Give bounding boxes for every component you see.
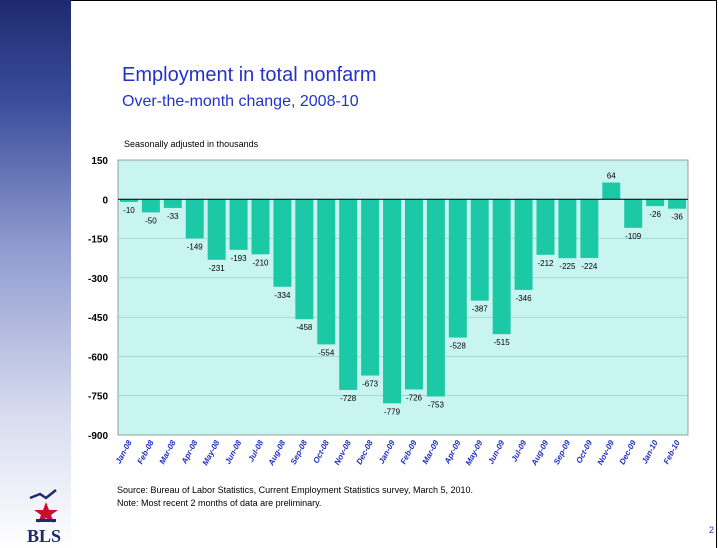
x-tick-label: Dec-09 <box>618 438 639 466</box>
y-tick-label: 150 <box>91 156 108 167</box>
data-label: -149 <box>187 242 204 251</box>
data-label: -231 <box>209 264 226 273</box>
data-label: -210 <box>252 258 269 267</box>
data-label: -753 <box>428 401 445 410</box>
x-tick-label: Oct-09 <box>574 438 594 465</box>
bar <box>339 199 358 390</box>
data-label: -528 <box>450 342 467 351</box>
data-label: -10 <box>123 206 135 215</box>
bar <box>492 199 511 335</box>
data-label: 64 <box>607 172 616 181</box>
x-tick-label: Dec-08 <box>355 438 376 466</box>
data-label: -728 <box>340 394 357 403</box>
y-tick-label: -900 <box>88 431 108 442</box>
data-label: -387 <box>472 305 489 314</box>
data-label: -109 <box>625 232 642 241</box>
data-label: -779 <box>384 407 401 416</box>
x-tick-label: Feb-08 <box>136 438 156 465</box>
bar <box>404 199 423 390</box>
bar <box>207 199 226 260</box>
x-tick-label: May-09 <box>464 438 485 467</box>
left-decorative-band <box>0 0 71 548</box>
data-label: -193 <box>231 254 248 263</box>
bar <box>317 199 336 345</box>
bar <box>580 199 599 258</box>
data-label: -346 <box>516 294 533 303</box>
x-tick-label: Jul-08 <box>246 438 265 463</box>
bar <box>624 199 643 228</box>
bar <box>426 199 445 397</box>
data-label: -554 <box>318 348 335 357</box>
bar <box>668 199 687 209</box>
y-tick-label: -300 <box>88 274 108 285</box>
data-label: -36 <box>671 213 683 222</box>
bar <box>646 199 665 207</box>
x-tick-label: Sep-08 <box>289 438 310 466</box>
data-label: -458 <box>296 323 313 332</box>
x-tick-label: Jan-08 <box>114 438 134 465</box>
bar <box>229 199 248 250</box>
x-tick-label: Nov-09 <box>596 438 617 466</box>
chart-subtitle: Over-the-month change, 2008-10 <box>122 93 359 110</box>
bar <box>383 199 402 404</box>
data-label: -726 <box>406 393 423 402</box>
x-tick-label: Apr-08 <box>179 438 200 466</box>
page-number: 2 <box>709 525 715 535</box>
data-label: -33 <box>167 212 179 221</box>
bar <box>361 199 380 376</box>
bar <box>251 199 270 255</box>
data-label: -224 <box>581 262 598 271</box>
y-tick-label: -450 <box>88 313 108 324</box>
y-tick-label: -750 <box>88 392 108 403</box>
bar <box>185 199 204 239</box>
bar <box>470 199 489 301</box>
x-tick-label: Jan-09 <box>377 438 397 465</box>
x-tick-label: Jun-08 <box>223 438 243 465</box>
y-tick-label: 0 <box>102 195 108 206</box>
x-tick-label: Feb-09 <box>399 438 419 465</box>
bar <box>602 182 621 200</box>
bar <box>448 199 467 338</box>
bar <box>141 199 160 213</box>
y-tick-label: -150 <box>88 235 108 246</box>
data-label: -515 <box>494 338 511 347</box>
bls-logo-icon <box>29 489 58 523</box>
chart-title: Employment in total nonfarm <box>122 64 377 86</box>
bar <box>514 199 533 290</box>
data-label: -673 <box>362 380 379 389</box>
data-label: -26 <box>649 210 661 219</box>
bar <box>119 199 138 202</box>
x-tick-label: Mar-09 <box>421 438 441 465</box>
preliminary-note: Note: Most recent 2 months of data are p… <box>117 498 322 508</box>
bar <box>273 199 292 287</box>
x-tick-label: Sep-09 <box>552 438 573 466</box>
x-tick-label: Oct-08 <box>311 438 331 465</box>
x-tick-label: May-08 <box>201 438 222 467</box>
x-tick-label: Aug-08 <box>266 438 287 468</box>
x-tick-label: Apr-09 <box>442 438 463 466</box>
source-note: Source: Bureau of Labor Statistics, Curr… <box>117 485 473 495</box>
data-label: -212 <box>537 259 554 268</box>
y-tick-label: -600 <box>88 352 108 363</box>
bar <box>536 199 555 255</box>
x-tick-label: Feb-10 <box>662 438 682 465</box>
x-tick-label: Nov-08 <box>332 438 353 466</box>
units-note: Seasonally adjusted in thousands <box>124 139 259 149</box>
data-label: -334 <box>274 291 291 300</box>
bar <box>295 199 314 320</box>
data-label: -50 <box>145 216 157 225</box>
x-tick-label: Aug-09 <box>529 438 550 468</box>
x-tick-label: Mar-08 <box>158 438 178 465</box>
x-tick-label: Jan-10 <box>640 438 660 465</box>
x-tick-label: Jul-09 <box>510 438 529 463</box>
x-tick-label: Jun-09 <box>486 438 506 465</box>
data-label: -225 <box>559 262 576 271</box>
bar <box>163 199 182 208</box>
bls-logo-text: BLS <box>27 526 62 546</box>
bar <box>558 199 577 259</box>
